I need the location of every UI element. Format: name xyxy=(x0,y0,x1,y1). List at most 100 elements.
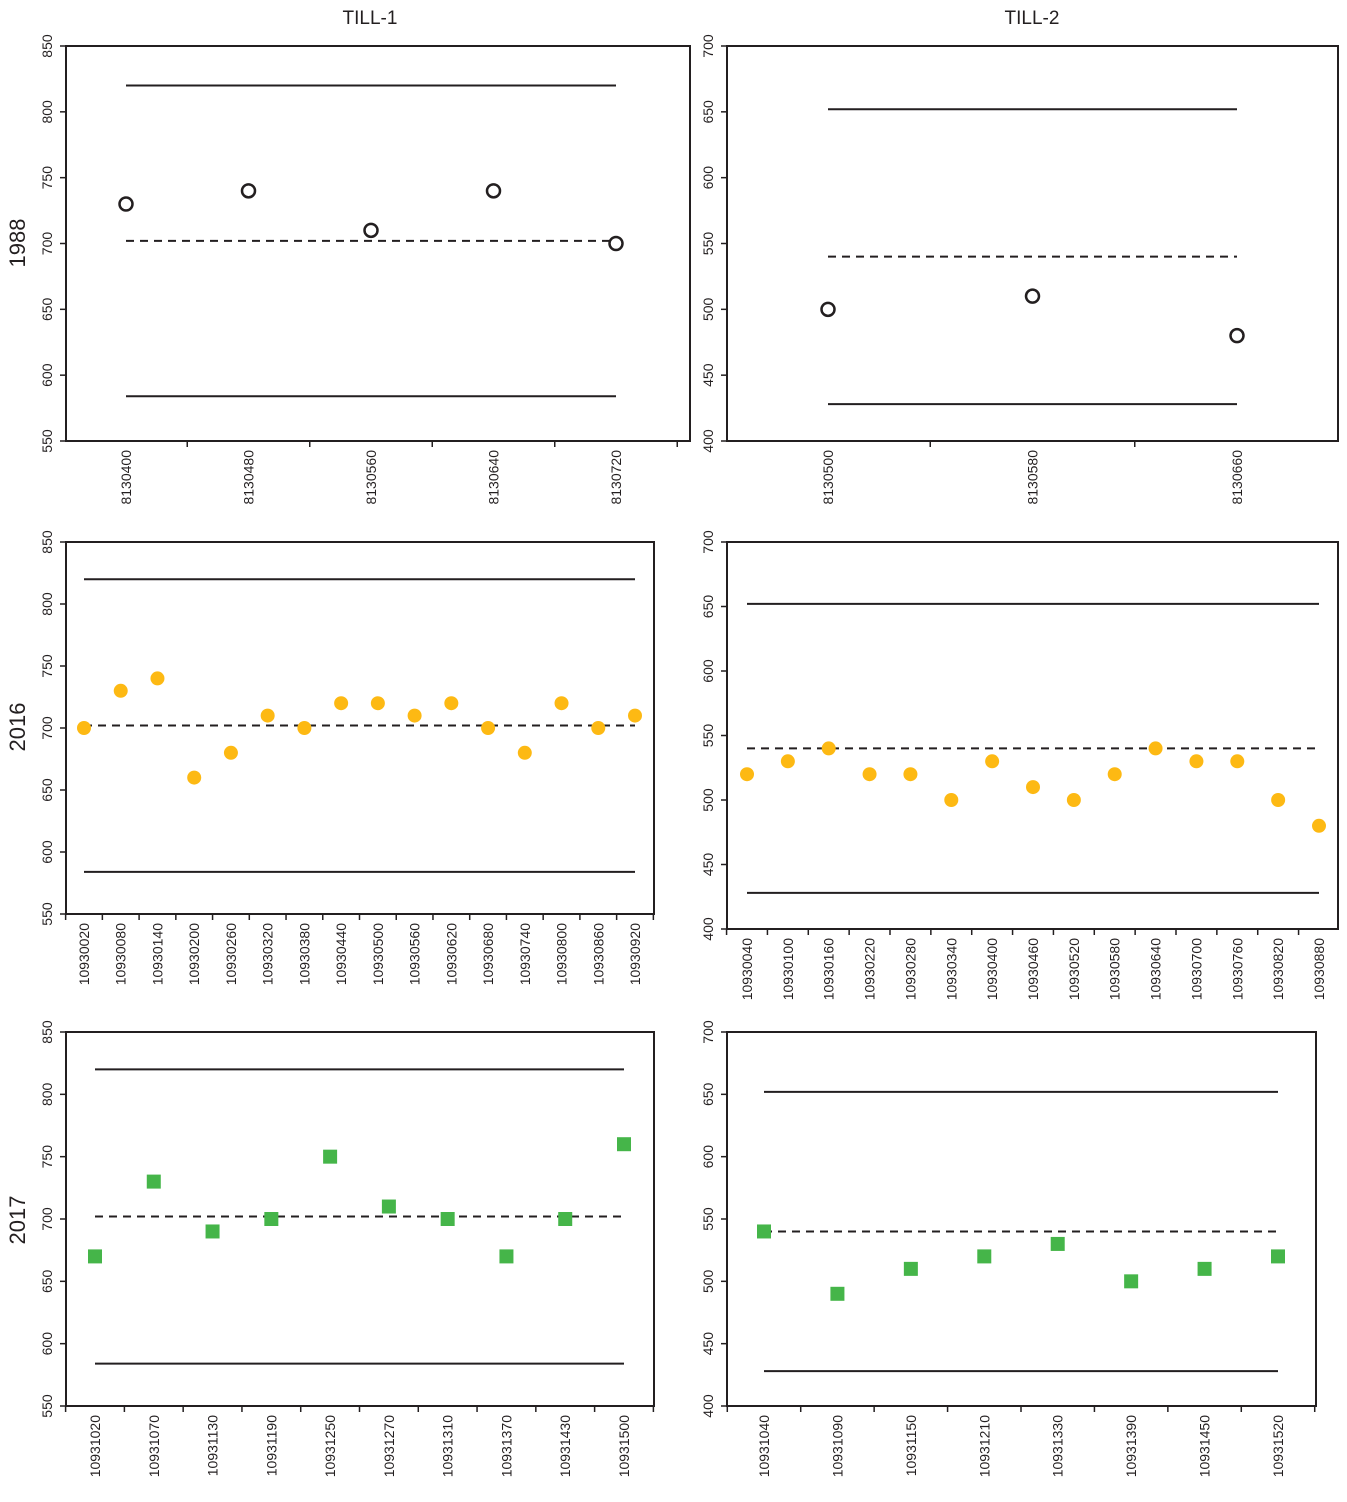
data-point-till-1-2017 xyxy=(558,1212,573,1226)
x-tick-label-till-2-2017: 10931040 xyxy=(756,1415,772,1478)
x-tick-label-till-2-1988: 8130660 xyxy=(1229,450,1245,505)
data-point-till-1-2016 xyxy=(113,683,128,698)
data-point-till-1-2016 xyxy=(444,696,459,711)
y-tick-label-till-1-2016: 550 xyxy=(39,902,55,926)
x-tick-label-till-2-2016: 10930580 xyxy=(1107,938,1123,1001)
data-point-till-1-2017 xyxy=(381,1199,396,1214)
x-tick-label-till-1-2017: 10931500 xyxy=(616,1415,632,1478)
data-point-till-2-2017 xyxy=(830,1286,845,1301)
data-point-till-2-2016 xyxy=(862,767,877,782)
column-title-till-1: TILL-1 xyxy=(342,8,398,29)
data-point-till-2-1988 xyxy=(1024,288,1041,304)
x-tick-label-till-2-2016: 10930040 xyxy=(739,938,755,1001)
y-tick-label-till-2-2016: 500 xyxy=(700,788,716,812)
data-point-till-2-2016 xyxy=(903,767,918,782)
x-tick-label-till-2-2016: 10930160 xyxy=(821,938,837,1001)
data-point-till-1-2017 xyxy=(323,1149,338,1164)
x-tick-label-till-1-2016: 10930320 xyxy=(260,923,276,986)
y-tick-label-till-1-1988: 550 xyxy=(39,429,55,453)
data-point-till-2-2017 xyxy=(1050,1236,1065,1251)
plot-frame-till-2-2016 xyxy=(726,541,1339,930)
column-title-till-2: TILL-2 xyxy=(1004,8,1060,29)
x-tick-label-till-1-2017: 10931070 xyxy=(146,1415,162,1478)
data-point-till-1-2016 xyxy=(334,696,349,711)
y-tick-label-till-1-2017: 600 xyxy=(39,1332,55,1356)
data-point-till-2-2017 xyxy=(1271,1249,1285,1264)
x-tick-label-till-1-1988: 8130640 xyxy=(486,450,502,505)
data-point-till-1-2017 xyxy=(499,1249,514,1264)
data-point-till-2-2016 xyxy=(944,793,959,807)
y-tick-label-till-1-2017: 850 xyxy=(39,1020,55,1044)
y-tick-label-till-2-1988: 450 xyxy=(700,363,716,387)
x-tick-label-till-2-2016: 10930460 xyxy=(1025,938,1041,1001)
y-tick-label-till-2-2017: 700 xyxy=(700,1020,716,1044)
x-tick-label-till-2-2016: 10930760 xyxy=(1229,938,1245,1001)
data-point-till-2-2016 xyxy=(985,754,1000,769)
x-tick-label-till-1-2017: 10931270 xyxy=(381,1415,397,1478)
data-point-till-1-1988 xyxy=(485,183,502,199)
y-tick-label-till-2-1988: 600 xyxy=(700,166,716,190)
data-point-till-1-2016 xyxy=(628,708,642,723)
y-tick-label-till-2-2017: 600 xyxy=(700,1145,716,1169)
y-tick-label-till-2-2016: 700 xyxy=(700,530,716,554)
data-point-till-1-1988 xyxy=(363,222,379,239)
y-tick-label-till-1-2016: 850 xyxy=(39,530,55,554)
data-point-till-2-2017 xyxy=(977,1249,992,1264)
x-tick-label-till-1-1988: 8130720 xyxy=(608,450,624,505)
data-point-till-1-2016 xyxy=(150,671,165,686)
x-tick-label-till-2-2017: 10931090 xyxy=(829,1415,845,1478)
x-tick-label-till-1-2016: 10930140 xyxy=(149,923,165,986)
x-tick-label-till-1-2017: 10931130 xyxy=(205,1415,221,1476)
data-point-till-2-2017 xyxy=(1124,1274,1139,1289)
data-point-till-2-2016 xyxy=(1026,780,1040,795)
data-point-till-1-2017 xyxy=(264,1212,279,1226)
x-tick-label-till-2-2017: 10931210 xyxy=(976,1415,992,1478)
x-tick-label-till-1-2016: 10930260 xyxy=(223,923,239,986)
x-tick-label-till-2-2016: 10930340 xyxy=(943,938,959,1001)
y-tick-label-till-1-2016: 750 xyxy=(39,654,55,678)
y-tick-label-till-1-2016: 700 xyxy=(39,716,55,740)
y-tick-label-till-1-2016: 800 xyxy=(39,592,55,616)
x-tick-label-till-2-1988: 8130580 xyxy=(1025,450,1041,505)
x-tick-label-till-1-2016: 10930800 xyxy=(554,923,570,986)
data-point-till-1-2016 xyxy=(223,745,238,760)
y-tick-label-till-2-2017: 550 xyxy=(700,1207,716,1231)
data-point-till-2-2016 xyxy=(1271,793,1286,807)
x-tick-label-till-2-2016: 10930640 xyxy=(1148,938,1164,1001)
plot-frame-till-1-2016 xyxy=(65,541,655,915)
data-point-till-2-2016 xyxy=(821,741,836,756)
data-point-till-1-2017 xyxy=(617,1137,631,1152)
x-tick-label-till-1-2016: 10930200 xyxy=(186,923,202,986)
x-tick-label-till-1-2016: 10930380 xyxy=(296,923,312,986)
x-tick-label-till-2-2017: 10931330 xyxy=(1050,1415,1066,1478)
y-tick-label-till-2-1988: 500 xyxy=(700,297,716,321)
y-tick-label-till-2-2016: 650 xyxy=(700,595,716,619)
data-point-till-1-2017 xyxy=(440,1212,455,1226)
y-tick-label-till-1-1988: 800 xyxy=(39,100,55,124)
y-tick-label-till-2-2016: 400 xyxy=(700,917,716,941)
y-tick-label-till-1-1988: 700 xyxy=(39,232,55,256)
x-tick-label-till-2-2016: 10930280 xyxy=(902,938,918,1001)
y-tick-label-till-1-1988: 750 xyxy=(39,166,55,190)
x-tick-label-till-1-2016: 10930080 xyxy=(113,923,129,986)
y-tick-label-till-1-2017: 750 xyxy=(39,1145,55,1169)
data-point-till-2-2016 xyxy=(780,754,795,769)
data-point-till-2-2016 xyxy=(1312,818,1326,833)
y-tick-label-till-2-2016: 600 xyxy=(700,659,716,683)
x-tick-label-till-2-2017: 10931150 xyxy=(903,1415,919,1476)
data-point-till-1-2016 xyxy=(260,708,275,723)
data-point-till-1-2016 xyxy=(187,770,202,785)
data-point-till-1-1988 xyxy=(608,235,624,252)
data-point-till-1-2016 xyxy=(407,708,422,723)
x-tick-label-till-2-2016: 10930400 xyxy=(984,938,1000,1001)
x-tick-label-till-2-2016: 10930700 xyxy=(1188,938,1204,1001)
data-point-till-2-1988 xyxy=(820,301,836,318)
y-tick-label-till-2-2016: 450 xyxy=(700,853,716,877)
data-point-till-2-1988 xyxy=(1229,327,1245,344)
y-tick-label-till-1-2017: 700 xyxy=(39,1207,55,1231)
y-tick-label-till-2-1988: 700 xyxy=(700,34,716,58)
y-tick-label-till-1-1988: 600 xyxy=(39,363,55,387)
data-point-till-1-2017 xyxy=(146,1174,161,1189)
